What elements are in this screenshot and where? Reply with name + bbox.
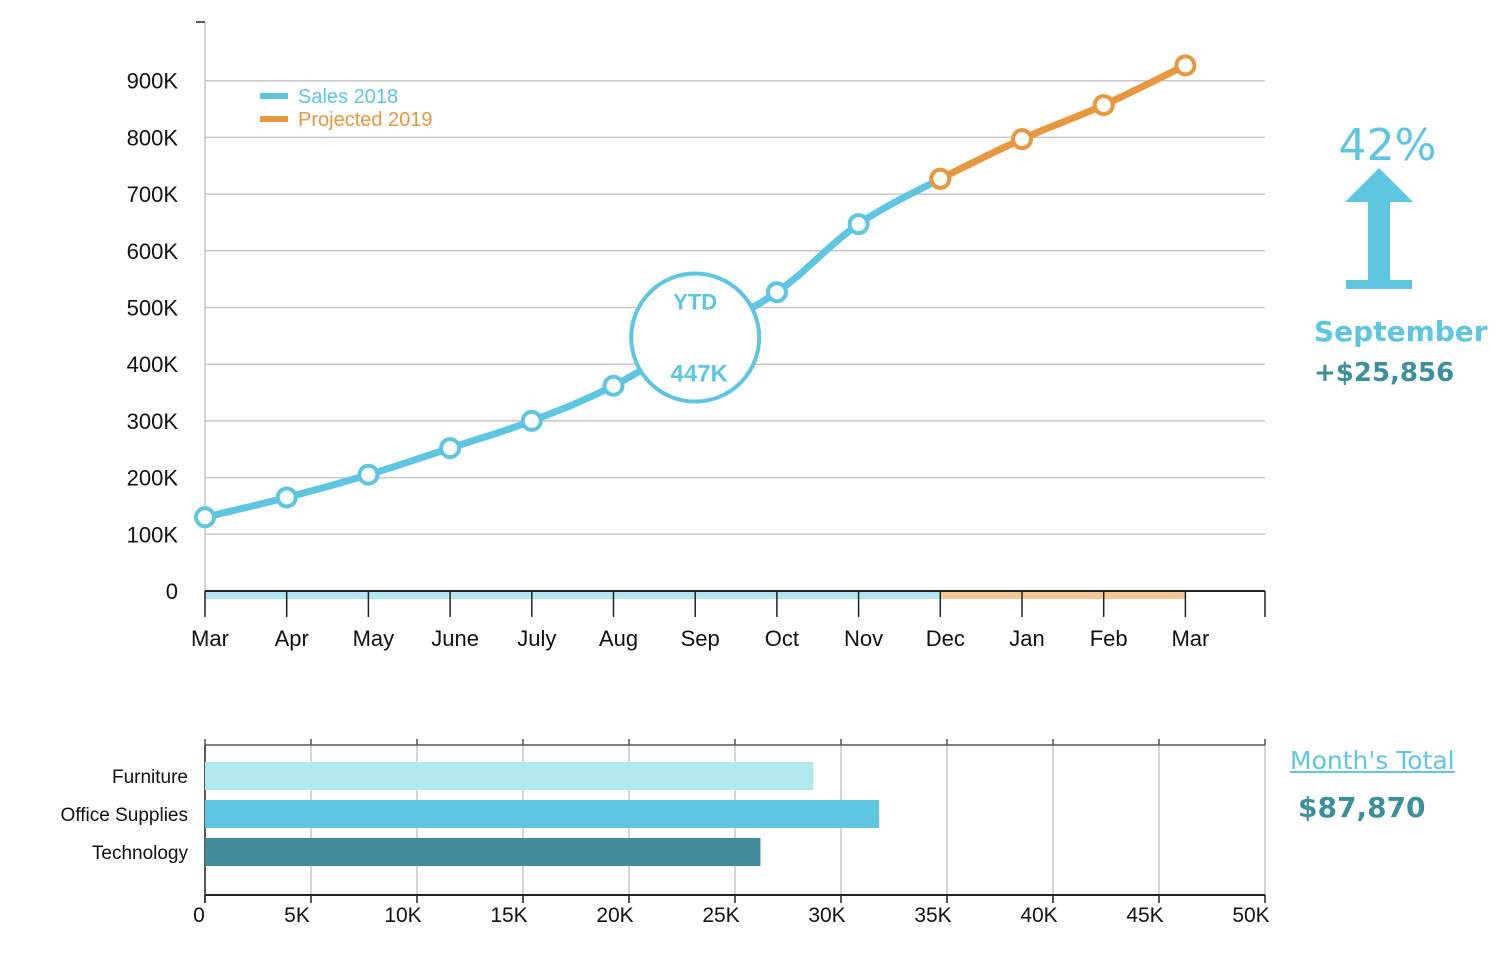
- data-point: [194, 506, 216, 529]
- series-line-sales-2018: [201, 175, 944, 521]
- legend-swatch: [260, 116, 288, 122]
- bar-x-tick-label: 30K: [808, 904, 845, 927]
- ytd-bubble: YTD 447K: [629, 271, 762, 404]
- x-tick-label: Nov: [844, 626, 883, 651]
- y-tick-label: 0: [166, 579, 178, 604]
- category-label: Technology: [92, 843, 189, 864]
- kpi-delta: +$25,856: [1314, 358, 1455, 388]
- data-point: [357, 463, 380, 486]
- kpi-percent: 42%: [1338, 120, 1437, 171]
- ytd-bubble-circle: [629, 271, 762, 404]
- month-total-value: $87,870: [1298, 791, 1426, 824]
- up-arrow-icon: [1345, 168, 1413, 289]
- y-tick-label: 800K: [127, 125, 179, 150]
- x-tick-label: Feb: [1090, 626, 1128, 651]
- data-point: [602, 374, 625, 397]
- bar-technology: [205, 838, 761, 866]
- category-label: Office Supplies: [61, 805, 188, 826]
- y-tick-label: 500K: [127, 296, 179, 321]
- y-tick-label: 300K: [127, 409, 179, 434]
- bar-x-tick-label: 5K: [284, 904, 310, 927]
- series-line-projected-2019: [936, 61, 1189, 183]
- data-point: [1092, 94, 1115, 117]
- data-point: [847, 213, 870, 236]
- line-chart-points: [194, 54, 1197, 529]
- bar-x-tick-label: 50K: [1232, 904, 1269, 927]
- category-label: Furniture: [112, 767, 188, 788]
- bar-x-tick-label: 0: [193, 904, 205, 927]
- y-tick-label: 600K: [127, 239, 179, 264]
- bar-x-tick-label: 25K: [702, 904, 739, 927]
- category-bar-chart: Furniture Office Supplies Technology 0 5K 10…: [61, 739, 1270, 927]
- data-point: [1174, 54, 1197, 77]
- data-point: [1011, 128, 1033, 151]
- y-tick-label: 100K: [127, 522, 179, 547]
- bar-x-tick-label: 45K: [1126, 904, 1163, 927]
- x-tick-label: Dec: [926, 626, 965, 651]
- y-tick-label: 900K: [127, 69, 179, 94]
- sales-period-band: [205, 592, 941, 599]
- x-tick-label: Mar: [1171, 626, 1209, 651]
- bar-furniture: [205, 762, 814, 790]
- bar-x-tick-label: 40K: [1020, 904, 1057, 927]
- bar-x-tick-label: 20K: [596, 904, 633, 927]
- ytd-bubble-value: 447K: [671, 361, 729, 388]
- line-chart-timeline-band: [205, 592, 1186, 599]
- x-tick-label: June: [431, 626, 479, 651]
- data-point: [765, 281, 788, 304]
- data-point: [439, 437, 462, 460]
- bar-office-supplies: [205, 800, 880, 828]
- x-tick-label: May: [353, 626, 395, 651]
- data-point: [520, 409, 543, 432]
- legend-swatch: [260, 93, 288, 99]
- ytd-bubble-label: YTD: [673, 290, 717, 315]
- bar-chart-bars: [205, 762, 880, 866]
- x-tick-label: Aug: [599, 626, 638, 651]
- bar-x-tick-label: 35K: [914, 904, 951, 927]
- x-tick-label: July: [517, 626, 556, 651]
- data-point: [275, 486, 298, 509]
- projected-period-band: [940, 592, 1186, 599]
- x-tick-label: Sep: [681, 626, 720, 651]
- bar-chart-axes: [204, 739, 1266, 903]
- y-tick-label: 400K: [127, 352, 179, 377]
- x-tick-label: Apr: [275, 626, 309, 651]
- kpi-month: September: [1314, 315, 1488, 348]
- sales-line-chart: 0 100K 200K 300K 400K 500K 600K 700K 800K 900K Ma…: [127, 21, 1266, 651]
- bar-x-tick-label: 10K: [384, 904, 421, 927]
- month-total-link[interactable]: Month's Total: [1290, 746, 1455, 775]
- x-tick-label: Mar: [191, 626, 229, 651]
- line-chart-axes: [196, 21, 1266, 617]
- bar-chart-category-labels: Furniture Office Supplies Technology: [61, 767, 189, 864]
- line-chart-series: [201, 61, 1189, 521]
- y-tick-label: 200K: [127, 466, 179, 491]
- y-tick-label: 700K: [127, 182, 179, 207]
- x-tick-label: Jan: [1009, 626, 1044, 651]
- bar-chart-x-tick-labels: 0 5K 10K 15K 20K 25K 30K 35K 40K 45K 50K: [193, 904, 1270, 927]
- bar-x-tick-label: 15K: [490, 904, 527, 927]
- line-chart-x-tick-labels: Mar Apr May June July Aug Sep Oct Nov Dec Jan Feb Ma…: [191, 626, 1209, 651]
- legend-label: Sales 2018: [298, 86, 398, 108]
- x-tick-label: Oct: [765, 626, 799, 651]
- legend-label: Projected 2019: [298, 109, 433, 131]
- data-point: [929, 167, 952, 190]
- line-chart-y-tick-labels: 0 100K 200K 300K 400K 500K 600K 700K 800K 900K: [127, 69, 179, 604]
